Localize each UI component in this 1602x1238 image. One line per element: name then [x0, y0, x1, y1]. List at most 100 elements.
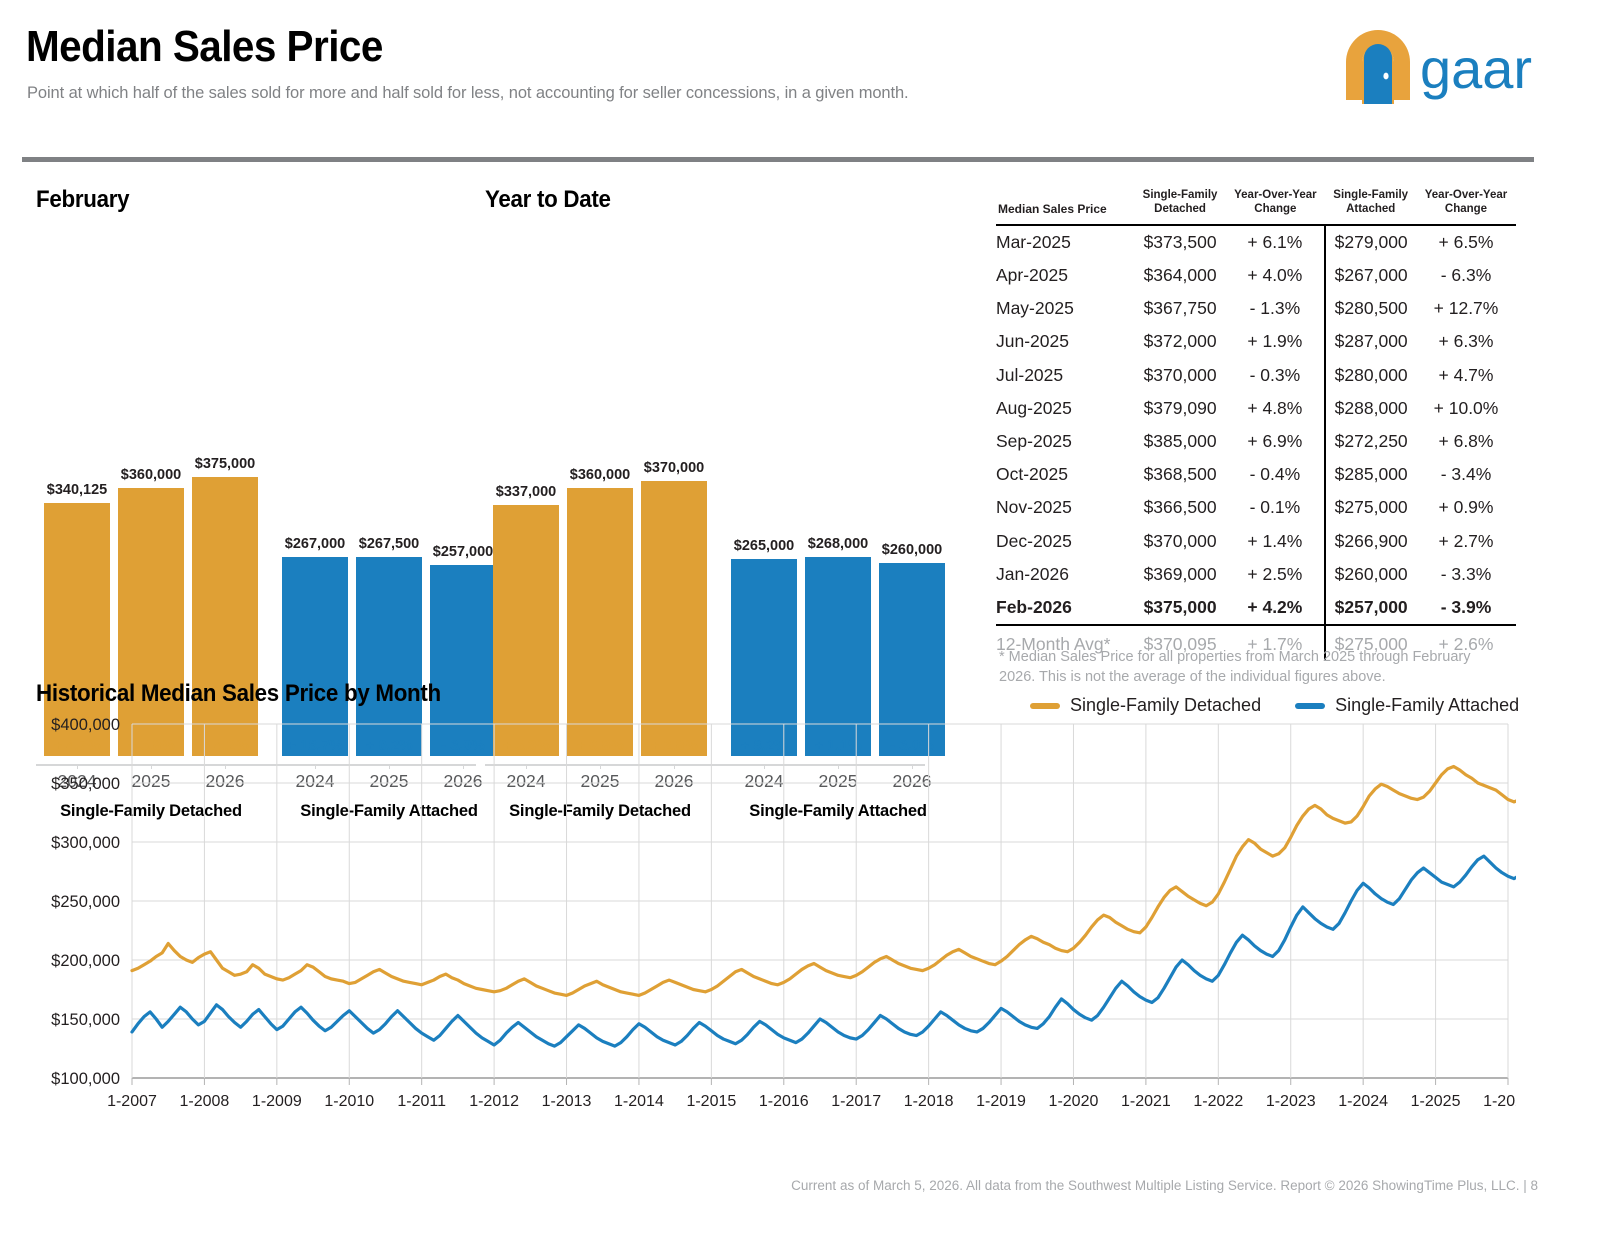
x-axis-tick-label: 1-2020: [1049, 1093, 1099, 1110]
bar-year-label: 2025: [131, 771, 171, 791]
cell-attached-change: + 0.9%: [1438, 497, 1494, 518]
cell-month: Oct-2025: [996, 464, 1068, 485]
cell-detached-change: + 4.8%: [1247, 397, 1303, 418]
bar-rect: [493, 505, 559, 756]
bar-year-row: 2024 2025 2026 2024 2025 2026: [36, 771, 483, 797]
cell-attached-change: + 2.7%: [1438, 530, 1494, 551]
legend-swatch-icon: [1030, 702, 1060, 709]
bar-plot-area: $337,000 $360,000 $370,000 $265,000 $268,000…: [485, 230, 945, 756]
bar-axis-line: [36, 764, 476, 766]
x-axis-tick-label: 1-2022: [1193, 1093, 1243, 1110]
bar-axis-tick: [764, 764, 765, 769]
cell-detached-price: $373,500: [1143, 231, 1217, 252]
th-detached-line2: Detached: [1154, 203, 1206, 216]
cell-detached-change: - 0.1%: [1249, 497, 1301, 518]
cell-attached-change: + 10.0%: [1433, 397, 1499, 418]
cell-detached-change: + 4.0%: [1247, 265, 1303, 286]
cell-detached-change: - 1.3%: [1249, 298, 1301, 319]
cell-detached-change: + 6.9%: [1247, 430, 1303, 451]
series-line: [130, 764, 1516, 997]
bar-category-label: Single-Family Attached: [300, 802, 478, 820]
legend-item: Single-Family Attached: [1295, 695, 1519, 716]
bar-rect: [731, 559, 797, 756]
table-row: Aug-2025 $379,090 + 4.8% $288,000 + 10.0%: [996, 391, 1516, 425]
table-row: Jul-2025 $370,000 - 0.3% $280,000 + 4.7%: [996, 358, 1516, 392]
th-detached: Single-Family Detached: [1134, 188, 1226, 226]
bar-change-row: + 5.3% + 6.8% + 2.8% + 8.2% + 1.1% - 3.0%: [485, 737, 933, 761]
bar-panel-year-to-date: Year to Date $337,000 $360,000 $370,000 $265…: [485, 186, 945, 820]
cell-attached-price: $260,000: [1324, 557, 1416, 591]
x-axis-tick-label: 1-2010: [324, 1093, 374, 1110]
bar-axis-tick: [526, 764, 527, 769]
cell-month: Feb-2026: [996, 596, 1072, 617]
cell-month: Sep-2025: [996, 430, 1072, 451]
cell-avg-detached-change: + 1.7%: [1225, 623, 1326, 662]
cell-avg-attached-price: $275,000: [1324, 623, 1416, 662]
bar-category-label: Single-Family Detached: [60, 802, 242, 820]
bar-rect: [356, 557, 422, 756]
bar-year-label: 2024: [295, 771, 335, 791]
th-attached-line1: Single-Family: [1333, 189, 1409, 201]
bar-axis-tick: [389, 764, 390, 769]
bar-change-label: + 4.7%: [53, 737, 101, 754]
bar-axis-tick: [315, 764, 316, 769]
bar-value-label: $375,000: [194, 456, 256, 472]
cell-detached-change: + 2.5%: [1247, 563, 1303, 584]
bar-rect: [805, 557, 871, 756]
bar-change-label: + 5.8%: [127, 737, 175, 754]
bar-year-label: 2024: [506, 771, 546, 791]
cell-detached-price: $385,000: [1143, 430, 1217, 451]
bar-value-label: $360,000: [120, 467, 182, 483]
x-axis-tick-label: 1-2015: [686, 1093, 736, 1110]
bar-rect: [44, 503, 110, 756]
series-line: [130, 854, 1516, 1048]
cell-month: May-2025: [996, 298, 1074, 319]
th-attached-yoy-line1: Year-Over-Year: [1424, 189, 1508, 201]
x-axis-tick-label: 1-2008: [180, 1093, 230, 1110]
cell-attached-change: - 3.4%: [1440, 464, 1492, 485]
cell-detached-change: + 1.4%: [1247, 530, 1303, 551]
bar-panel-title: Year to Date: [485, 186, 611, 213]
bar-plot-area: $340,125 $360,000 $375,000 $267,000 $267,500…: [36, 230, 496, 756]
cell-attached-change: + 6.8%: [1438, 430, 1494, 451]
svg-text:gaar: gaar: [1420, 37, 1532, 100]
historical-chart-svg: $100,000 $150,000 $200,000 $250,000 $300,000…: [51, 716, 1516, 1110]
bar-value-label: $260,000: [881, 542, 943, 558]
th-median-sales-price: Median Sales Price: [996, 188, 1135, 226]
cell-avg-attached-change: + 2.6%: [1416, 623, 1516, 662]
cell-attached-price: $275,000: [1324, 491, 1416, 525]
cell-month: Aug-2025: [996, 397, 1072, 418]
bar-change-label: + 0.2%: [365, 737, 413, 754]
cell-attached-price: $272,250: [1324, 424, 1416, 459]
cell-month: Dec-2025: [996, 530, 1072, 551]
bar-value-label: $267,500: [358, 536, 420, 552]
bar-year-label: 2024: [744, 771, 784, 791]
bar-axis-tick: [674, 764, 675, 769]
cell-detached-price: $364,000: [1143, 265, 1217, 286]
cell-detached-change: - 0.3%: [1249, 364, 1301, 385]
bar-rect: [192, 477, 258, 756]
cell-detached-change: + 1.9%: [1247, 331, 1303, 352]
table-row: Jan-2026 $369,000 + 2.5% $260,000 - 3.3%: [996, 557, 1516, 591]
cell-attached-change: + 4.7%: [1438, 364, 1494, 385]
x-axis-tick-label: 1-2026: [1483, 1093, 1516, 1110]
x-axis-tick-label: 1-2014: [614, 1093, 664, 1110]
y-axis-tick-label: $350,000: [51, 775, 120, 793]
th-attached-yoy-line2: Change: [1444, 203, 1488, 216]
cell-month: Apr-2025: [996, 265, 1068, 286]
bar-year-label: 2026: [654, 771, 694, 791]
cell-detached-price: $370,000: [1143, 364, 1217, 385]
table-body: Mar-2025 $373,500 + 6.1% $279,000 + 6.5% Apr-…: [996, 224, 1516, 662]
bar-year-label: 2026: [205, 771, 245, 791]
cell-attached-price: $257,000: [1324, 590, 1416, 625]
y-axis-tick-label: $150,000: [51, 1011, 120, 1029]
bar-rect: [567, 488, 633, 756]
bar-change-label: + 6.8%: [576, 737, 624, 754]
x-axis-tick-label: 1-2016: [759, 1093, 809, 1110]
y-axis-tick-label: $200,000: [51, 952, 120, 970]
bar-rect: [282, 557, 348, 756]
legend-label: Single-Family Detached: [1070, 695, 1262, 715]
table-row: Oct-2025 $368,500 - 0.4% $285,000 - 3.4%: [996, 458, 1516, 492]
x-axis-tick-label: 1-2007: [107, 1093, 157, 1110]
